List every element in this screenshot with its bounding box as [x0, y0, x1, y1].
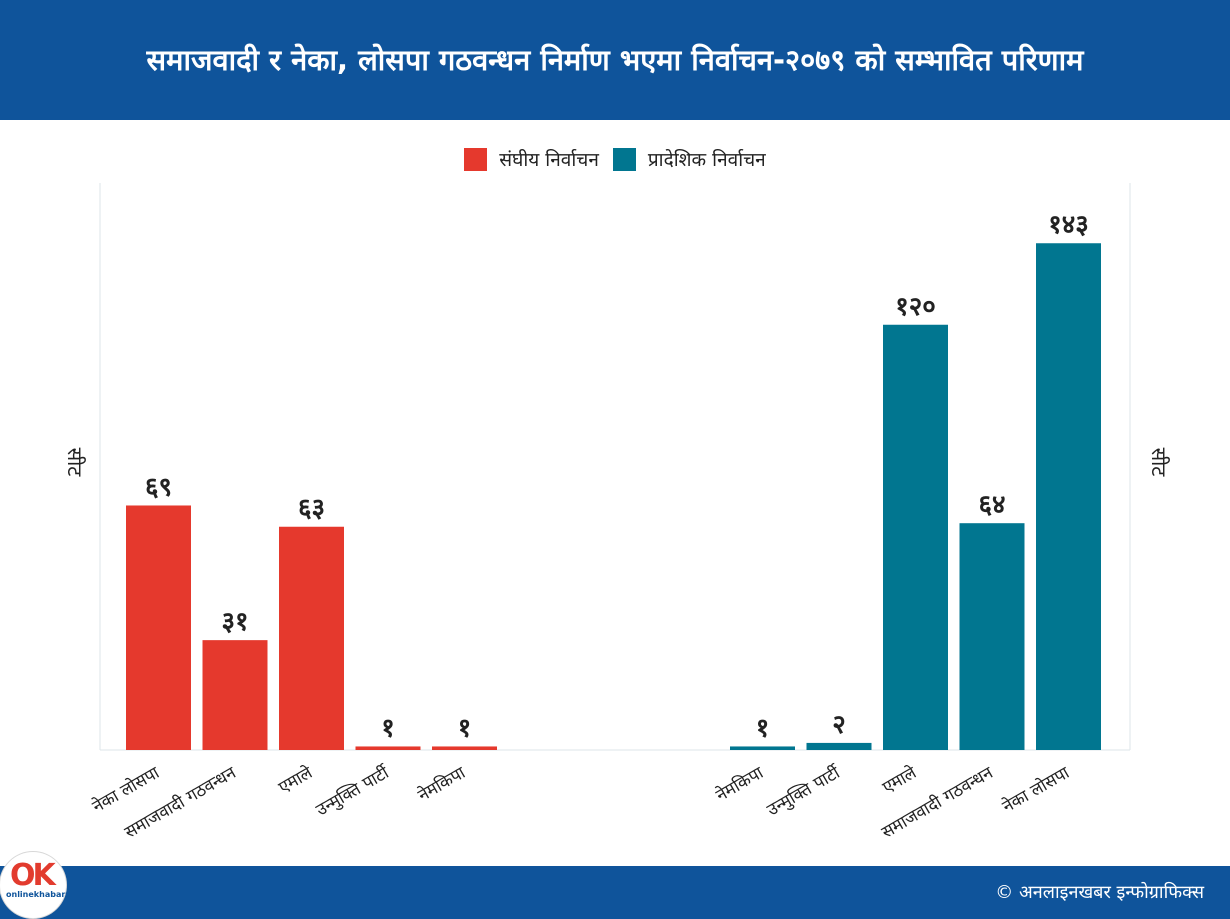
bar-federal-4: [432, 746, 497, 750]
bar-federal-3: [355, 746, 421, 750]
y-axis-label-right: सीट: [1147, 448, 1171, 478]
category-label-provincial-1: उन्मुक्ति पार्टी: [763, 761, 845, 820]
chart-title: समाजवादी र नेका, लोसपा गठवन्धन निर्माण भ…: [146, 43, 1084, 77]
data-label-federal-4: १: [458, 713, 472, 743]
bar-provincial-3: [959, 523, 1025, 750]
category-label-provincial-2: एमाले: [879, 762, 921, 798]
data-label-federal-0: ६९: [145, 472, 172, 502]
data-label-provincial-0: १: [756, 713, 770, 743]
logo-mark: OK: [10, 858, 56, 893]
category-label-federal-0: नेका लोसपा: [89, 762, 164, 817]
bar-federal-1: [202, 640, 268, 750]
bar-provincial-2: [883, 324, 948, 750]
category-label-provincial-0: नेमकिपा: [712, 762, 767, 806]
category-label-provincial-3: समाजवादी गठवन्धन: [878, 762, 997, 843]
legend-label-federal: संघीय निर्वाचन: [499, 149, 599, 171]
y-axis-label-left: सीट: [63, 448, 87, 478]
data-label-federal-3: १: [381, 713, 395, 743]
category-label-federal-2: एमाले: [275, 762, 317, 798]
header-banner: समाजवादी र नेका, लोसपा गठवन्धन निर्माण भ…: [0, 0, 1230, 120]
data-label-provincial-4: १४३: [1048, 210, 1089, 240]
bars-group: ६९ नेका लोसपा ३१ समाजवादी गठवन्धन ६३ एमाले १ उन…: [89, 210, 1101, 843]
legend-item-provincial: प्रादेशिक निर्वाचन: [612, 146, 766, 172]
category-label-federal-1: समाजवादी गठवन्धन: [121, 762, 240, 843]
bar-provincial-4: [1036, 243, 1101, 750]
legend-swatch-federal: [464, 147, 488, 171]
data-label-provincial-2: १२०: [895, 292, 936, 322]
bar-provincial-1: [806, 742, 872, 750]
legend-swatch-provincial: [612, 147, 636, 171]
bar-federal-2: [279, 526, 344, 750]
footer-credit: © अनलाइनखबर इन्फोग्राफिक्स: [995, 882, 1204, 903]
onlinekhabar-logo: OK onlinekhabar: [0, 852, 66, 918]
category-label-federal-3: उन्मुक्ति पार्टी: [312, 761, 394, 820]
legend-item-federal: संघीय निर्वाचन: [464, 146, 599, 172]
category-label-provincial-4: नेका लोसपा: [999, 762, 1074, 817]
logo-brand: onlinekhabar: [6, 890, 66, 899]
footer-banner: © अनलाइनखबर इन्फोग्राफिक्स: [0, 866, 1230, 919]
category-label-federal-4: नेमकिपा: [414, 762, 469, 806]
data-label-federal-1: ३१: [221, 607, 248, 637]
bar-provincial-0: [730, 746, 795, 750]
data-label-provincial-3: ६४: [978, 490, 1005, 520]
bar-federal-0: [126, 505, 191, 750]
credit-text: अनलाइनखबर इन्फोग्राफिक्स: [1019, 882, 1204, 903]
data-label-provincial-1: २: [832, 710, 846, 740]
data-label-federal-2: ६३: [298, 494, 325, 524]
legend-label-provincial: प्रादेशिक निर्वाचन: [647, 149, 766, 171]
chart-legend: संघीय निर्वाचन प्रादेशिक निर्वाचन: [0, 146, 1230, 172]
